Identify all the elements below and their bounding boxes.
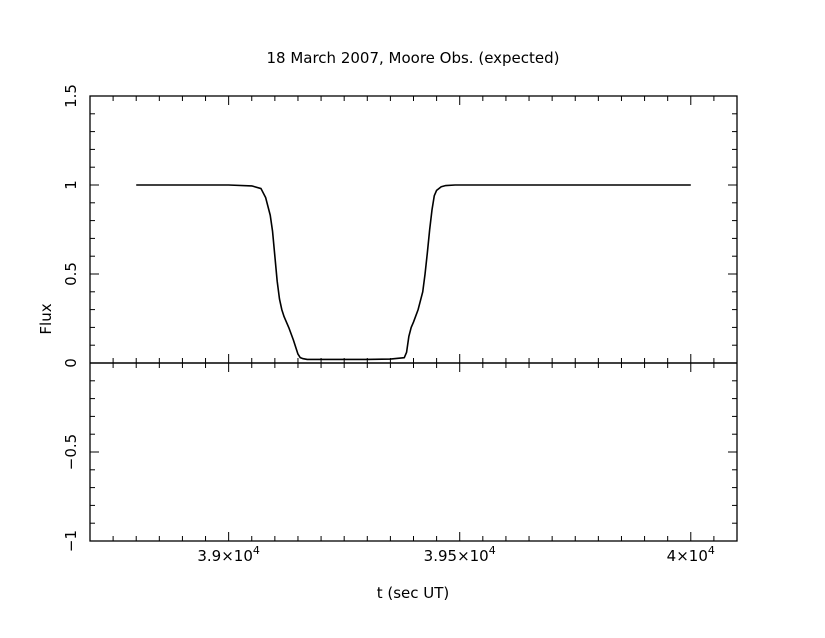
x-tick-label: 4×104 xyxy=(667,544,715,565)
chart-title: 18 March 2007, Moore Obs. (expected) xyxy=(266,49,559,67)
x-axis-label: t (sec UT) xyxy=(377,584,450,602)
y-tick-label: 0.5 xyxy=(62,262,80,286)
plot-frame xyxy=(89,95,738,542)
x-tick-label: 3.95×104 xyxy=(424,544,496,565)
x-axis-ticks: 3.9×104 3.95×104 4×104 xyxy=(112,96,715,565)
y-tick-label: 1.5 xyxy=(62,84,80,108)
y-tick-label: 0 xyxy=(62,358,80,368)
y-tick-label: 1 xyxy=(62,180,80,190)
series-line xyxy=(136,184,691,361)
y-tick-label: −1 xyxy=(62,530,80,552)
y-axis-ticks: 1.5 1 0.5 0 −0.5 −1 xyxy=(62,84,737,552)
y-axis-label: Flux xyxy=(37,303,55,334)
y-tick-label: −0.5 xyxy=(62,434,80,470)
plot-area xyxy=(89,95,738,542)
x-tick-label: 3.9×104 xyxy=(197,544,260,565)
